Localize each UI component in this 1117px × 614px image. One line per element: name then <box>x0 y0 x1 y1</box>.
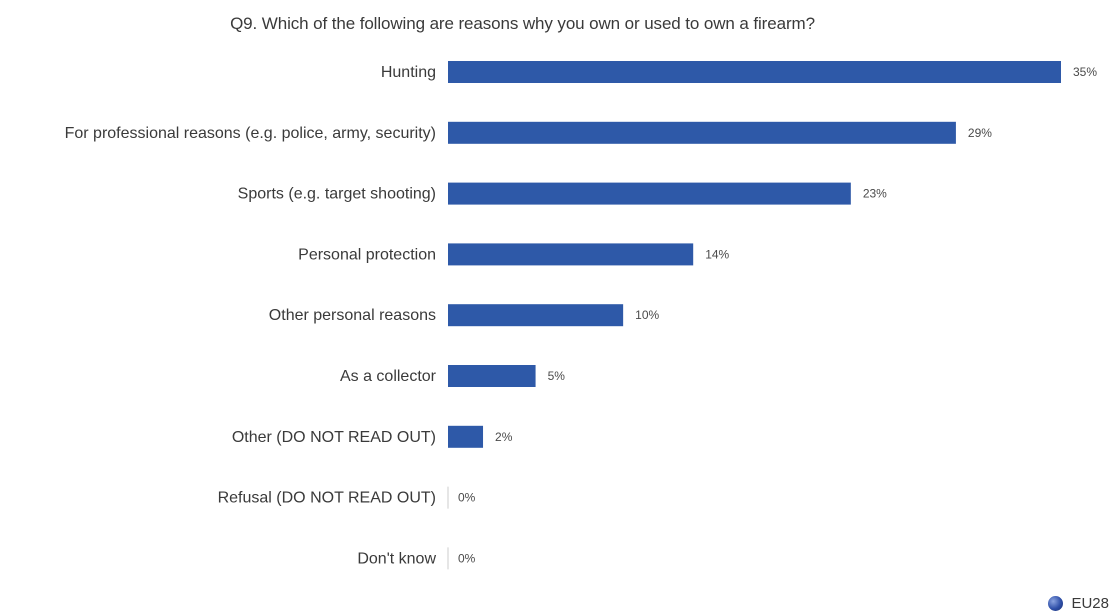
value-label: 5% <box>548 369 566 383</box>
bar <box>448 365 536 387</box>
category-label: Refusal (DO NOT READ OUT) <box>218 490 436 507</box>
bar <box>448 182 851 205</box>
category-label: Don't know <box>357 550 436 567</box>
value-label: 14% <box>705 247 729 261</box>
category-label: Sports (e.g. target shooting) <box>238 186 436 203</box>
category-label: Other (DO NOT READ OUT) <box>232 429 436 446</box>
legend: EU28 <box>1048 595 1109 612</box>
value-label: 0% <box>458 491 476 505</box>
value-label: 23% <box>863 187 887 201</box>
value-label: 10% <box>635 308 659 322</box>
legend-label: EU28 <box>1071 595 1109 612</box>
value-label: 0% <box>458 551 476 565</box>
category-label: Personal protection <box>298 246 436 263</box>
bar <box>448 304 624 327</box>
bar <box>448 425 484 448</box>
legend-marker-icon <box>1048 596 1064 611</box>
value-label: 29% <box>968 126 992 140</box>
category-label: For professional reasons (e.g. police, a… <box>65 125 436 142</box>
value-label: 2% <box>495 430 513 444</box>
category-label: As a collector <box>340 368 437 385</box>
category-label: Hunting <box>381 64 436 81</box>
bar <box>448 61 1061 83</box>
category-label: Other personal reasons <box>269 307 436 324</box>
chart-title: Q9. Which of the following are reasons w… <box>230 14 815 33</box>
value-label: 35% <box>1073 65 1097 79</box>
bar <box>448 243 694 266</box>
bar <box>448 121 956 144</box>
